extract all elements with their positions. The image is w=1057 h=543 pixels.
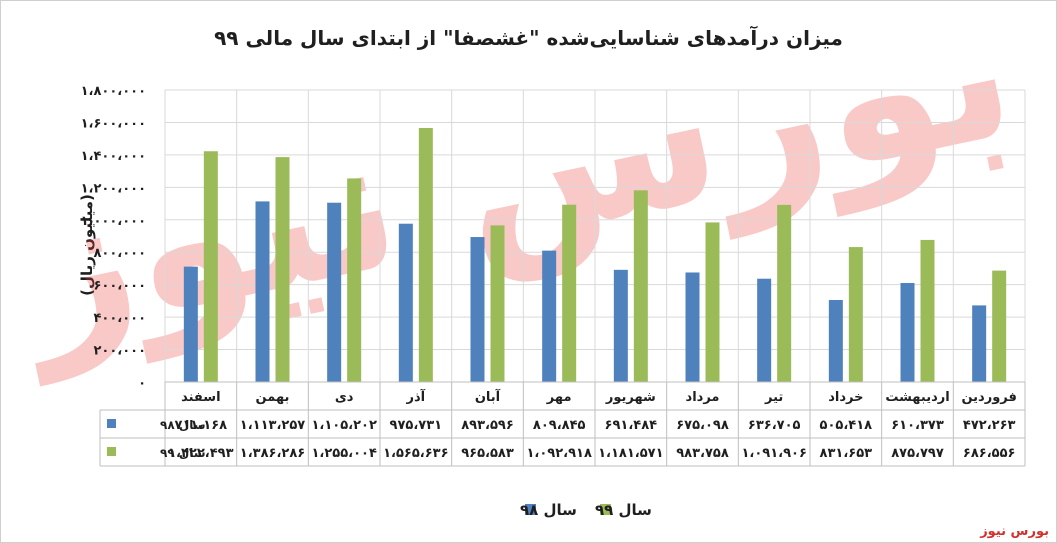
data-label: ۶۳۶،۷۰۵ (748, 418, 801, 433)
source-label: بورس نیوز (980, 524, 1049, 539)
bar-sal98 (757, 278, 772, 382)
legend-label: سال ۹۹ (595, 501, 652, 519)
data-label: ۹۸۳،۷۵۸ (676, 446, 729, 461)
bar-sal98 (470, 237, 485, 382)
x-tick-label: مهر (546, 390, 572, 405)
bar-sal99 (705, 222, 720, 382)
data-label: ۶۹۱،۴۸۴ (605, 418, 658, 433)
bar-sal98 (613, 269, 628, 382)
bar-sal98 (255, 201, 270, 382)
y-tick-label: ۰ (138, 376, 146, 391)
x-tick-label: شهریور (605, 390, 656, 405)
data-label: ۱،۴۲۲،۴۹۳ (168, 446, 233, 461)
table-series-name: سال ۹۹ (160, 446, 206, 460)
data-label: ۱،۱۸۱،۵۷۱ (598, 446, 663, 461)
x-tick-label: تیر (764, 390, 783, 405)
data-label: ۱،۰۹۱،۹۰۶ (741, 446, 806, 461)
x-tick-label: اسفند (181, 390, 220, 405)
y-tick-label: ۱،۸۰۰،۰۰۰ (81, 84, 146, 99)
bar-sal99 (203, 151, 218, 382)
x-tick-label: آذر (406, 388, 426, 405)
bar-sal99 (418, 128, 433, 382)
bar-sal98 (828, 300, 843, 382)
bar-sal98 (327, 202, 342, 382)
bar-sal98 (398, 223, 413, 382)
data-label: ۱،۵۶۵،۶۳۶ (383, 446, 448, 461)
bar-sal99 (562, 204, 577, 382)
data-label: ۴۷۲،۲۶۳ (963, 418, 1016, 433)
bar-sal99 (848, 247, 863, 382)
y-tick-label: ۱،۶۰۰،۰۰۰ (81, 116, 146, 131)
x-tick-label: خرداد (828, 390, 863, 405)
y-tick-label: ۲۰۰،۰۰۰ (93, 344, 146, 359)
bar-sal99 (275, 157, 290, 382)
x-tick-label: مرداد (686, 390, 720, 405)
data-label: ۵۰۵،۴۱۸ (820, 418, 873, 433)
chart-title: میزان درآمدهای شناسایی‌شده "غشصفا" از اب… (214, 26, 843, 50)
y-tick-label: ۱،۲۰۰،۰۰۰ (81, 181, 146, 196)
bar-sal99 (992, 270, 1007, 382)
bar-sal98 (685, 272, 700, 382)
legend-label: سال ۹۸ (520, 501, 577, 519)
data-label: ۱،۳۸۶،۲۸۶ (240, 446, 305, 461)
y-tick-label: ۶۰۰،۰۰۰ (93, 279, 146, 294)
y-tick-label: ۴۰۰،۰۰۰ (93, 311, 146, 326)
data-label: ۱،۲۵۵،۰۰۴ (311, 446, 376, 461)
legend-swatch (600, 504, 611, 515)
table-legend-key (107, 419, 116, 428)
data-label: ۱،۱۰۵،۲۰۲ (311, 418, 376, 433)
x-tick-label: دی (335, 390, 354, 405)
data-label: ۶۱۰،۳۷۳ (891, 418, 944, 433)
x-tick-label: آبان (475, 388, 501, 405)
bar-sal98 (900, 282, 915, 382)
bar-sal99 (920, 239, 935, 382)
watermark-logo: بورس نیوز (0, 0, 1032, 387)
table-series-name: سال ۹۸ (160, 418, 206, 432)
data-label: ۹۷۵،۷۳۱ (390, 418, 443, 433)
data-label: ۸۰۹،۸۴۵ (533, 418, 586, 433)
data-label: ۹۶۵،۵۸۳ (461, 446, 514, 461)
data-label: ۸۳۱،۶۵۳ (820, 446, 873, 461)
data-label: ۱،۰۹۲،۹۱۸ (526, 446, 591, 461)
bar-sal99 (347, 178, 362, 382)
data-label: ۸۷۵،۷۹۷ (891, 446, 944, 461)
x-tick-label: فروردین (961, 390, 1016, 405)
bar-sal99 (633, 190, 648, 382)
bar-sal98 (542, 250, 557, 382)
bar-sal99 (777, 204, 792, 382)
x-tick-label: بهمن (256, 390, 290, 405)
data-label: ۸۹۳،۵۹۶ (461, 418, 514, 433)
bar-sal98 (183, 266, 198, 382)
y-tick-label: ۱،۰۰۰،۰۰۰ (81, 214, 146, 229)
x-tick-label: اردیبهشت (885, 390, 949, 405)
data-label: ۱،۱۱۳،۲۵۷ (240, 418, 305, 433)
bar-sal98 (972, 305, 987, 382)
bar-sal99 (490, 225, 505, 382)
data-label: ۶۸۶،۵۵۶ (963, 446, 1016, 461)
data-label: ۷۱۱،۱۶۸ (175, 418, 228, 433)
table-legend-key (107, 447, 116, 456)
y-tick-label: ۸۰۰،۰۰۰ (93, 246, 146, 261)
y-tick-label: ۱،۴۰۰،۰۰۰ (81, 149, 146, 164)
legend-swatch (525, 504, 536, 515)
data-label: ۶۷۵،۰۹۸ (676, 418, 729, 433)
